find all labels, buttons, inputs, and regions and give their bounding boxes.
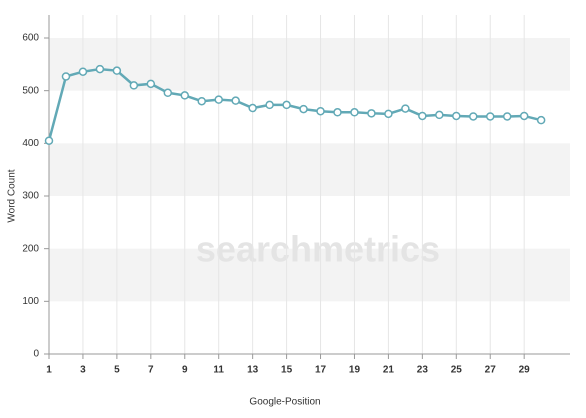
data-point xyxy=(44,136,54,145)
x-tick-label: 3 xyxy=(80,365,86,376)
data-point xyxy=(384,109,393,119)
x-tick-label: 13 xyxy=(247,365,259,376)
data-point xyxy=(282,100,291,110)
grid-band xyxy=(49,143,570,196)
data-point xyxy=(248,103,257,113)
data-point xyxy=(265,100,274,110)
data-point xyxy=(350,108,359,117)
x-tick-label: 9 xyxy=(182,365,188,376)
x-tick-label: 29 xyxy=(519,365,531,376)
x-tick-label: 1 xyxy=(46,365,52,376)
x-tick-label: 21 xyxy=(383,365,395,376)
x-tick-label: 17 xyxy=(315,365,327,376)
data-point xyxy=(163,88,173,98)
data-point xyxy=(435,110,444,120)
grid-band xyxy=(49,38,570,91)
data-point xyxy=(418,111,427,121)
data-point xyxy=(519,111,529,121)
data-point xyxy=(333,108,342,117)
x-tick-label: 25 xyxy=(451,365,463,376)
data-point xyxy=(469,112,478,121)
data-point xyxy=(452,111,461,121)
data-point xyxy=(78,67,88,76)
data-point xyxy=(485,112,495,121)
y-tick-label: 0 xyxy=(33,349,39,360)
data-point xyxy=(299,104,308,114)
x-tick-label: 5 xyxy=(114,365,120,376)
data-point xyxy=(129,81,139,90)
data-point xyxy=(367,109,376,118)
y-tick-label: 600 xyxy=(22,33,39,44)
y-tick-label: 100 xyxy=(22,296,39,307)
data-point xyxy=(112,66,122,75)
data-point xyxy=(231,96,240,105)
y-tick-label: 300 xyxy=(22,191,39,202)
data-point xyxy=(316,106,325,116)
x-axis-label: Google-Position xyxy=(249,397,320,408)
watermark: searchmetrics xyxy=(196,229,440,270)
data-point xyxy=(214,95,223,104)
x-tick-label: 7 xyxy=(148,365,154,376)
data-point xyxy=(197,96,206,106)
x-tick-label: 27 xyxy=(485,365,497,376)
data-point xyxy=(401,104,410,113)
data-point xyxy=(180,91,190,100)
y-tick-label: 500 xyxy=(22,85,39,96)
grid-band xyxy=(49,248,570,302)
data-point xyxy=(61,72,71,81)
x-tick-label: 11 xyxy=(213,365,224,376)
x-tick-label: 15 xyxy=(281,365,293,376)
data-point xyxy=(146,79,156,89)
y-tick-label: 400 xyxy=(22,138,39,149)
x-tick-label: 19 xyxy=(349,365,361,376)
y-axis-label: Word Count xyxy=(7,169,18,222)
y-tick-label: 200 xyxy=(22,243,39,254)
x-tick-label: 23 xyxy=(417,365,429,376)
data-point xyxy=(536,115,546,125)
data-point xyxy=(95,64,105,74)
data-point xyxy=(502,112,512,121)
